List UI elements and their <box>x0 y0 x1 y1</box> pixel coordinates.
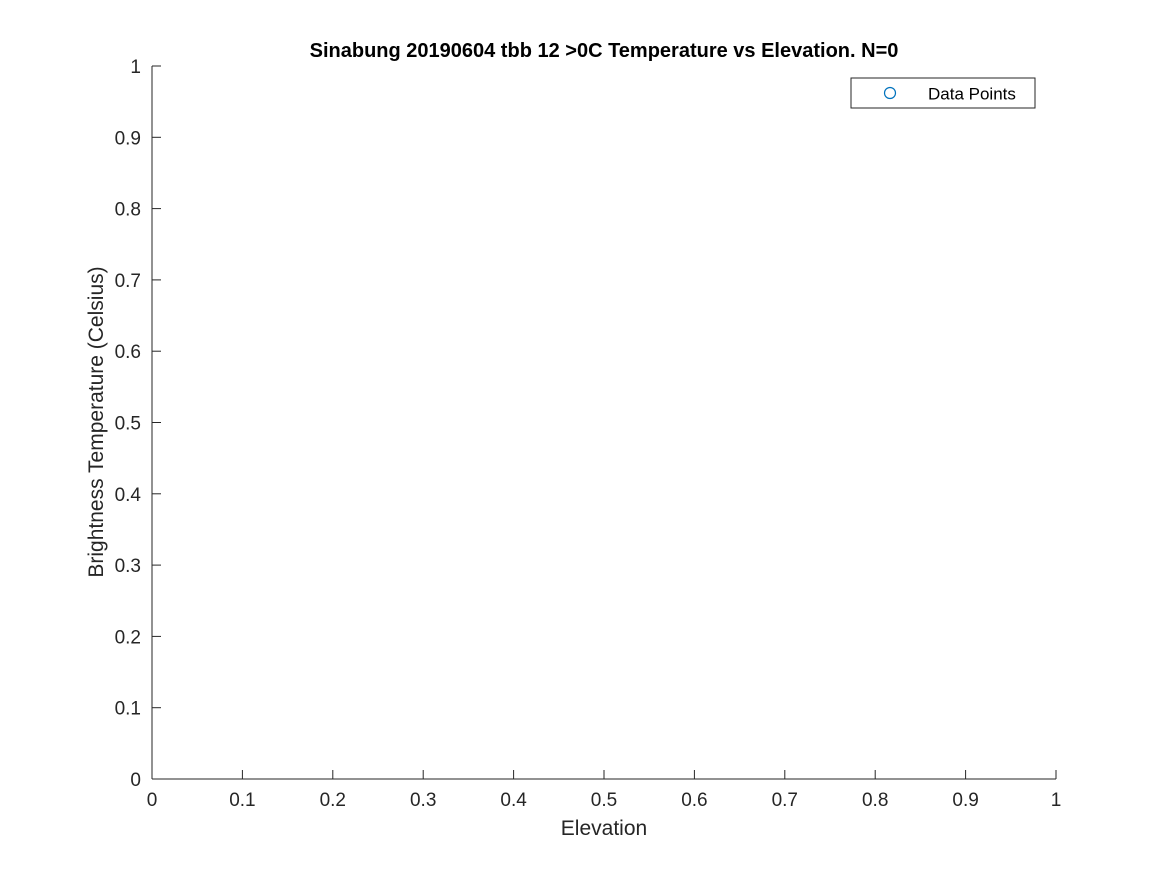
y-tick-label: 1 <box>130 57 141 78</box>
y-tick-label: 0.9 <box>115 128 141 149</box>
x-axis-label: Elevation <box>561 817 647 840</box>
x-tick-label: 0.6 <box>681 790 707 811</box>
y-tick-label: 0.8 <box>115 200 141 221</box>
legend-box <box>850 77 1036 109</box>
y-tick-label: 0.1 <box>115 699 141 720</box>
y-tick-label: 0.6 <box>115 342 141 363</box>
x-tick-label: 0.8 <box>862 790 888 811</box>
x-tick-label: 0.1 <box>229 790 255 811</box>
y-tick-label: 0.5 <box>115 414 141 435</box>
legend: Data Points <box>850 77 1036 109</box>
x-tick-label: 0.5 <box>591 790 617 811</box>
y-tick-label: 0 <box>130 770 141 791</box>
plot-area: 0 0.1 0.2 0.3 0.4 0.5 0.6 0.7 0.8 0.9 1 0 0.1 0.2 0.3… <box>115 57 1062 811</box>
x-tick-label: 0.3 <box>410 790 436 811</box>
x-axis-ticks: 0 0.1 0.2 0.3 0.4 0.5 0.6 0.7 0.8 0.9 1 <box>147 770 1062 811</box>
x-tick-label: 0.7 <box>772 790 798 811</box>
y-tick-label: 0.3 <box>115 556 141 577</box>
legend-marker-circle-icon <box>883 86 897 100</box>
x-tick-label: 0 <box>147 790 158 811</box>
legend-label: Data Points <box>928 85 1016 104</box>
chart-title: Sinabung 20190604 tbb 12 >0C Temperature… <box>310 40 899 62</box>
y-axis-label: Brightness Temperature (Celsius) <box>85 266 108 577</box>
x-tick-label: 0.9 <box>952 790 978 811</box>
y-tick-label: 0.7 <box>115 271 141 292</box>
y-tick-label: 0.4 <box>115 485 142 506</box>
x-tick-label: 0.2 <box>320 790 346 811</box>
y-tick-label: 0.2 <box>115 627 141 648</box>
y-axis-ticks: 0 0.1 0.2 0.3 0.4 0.5 0.6 0.7 0.8 0.9 1 <box>115 57 161 791</box>
x-tick-label: 0.4 <box>500 790 527 811</box>
x-tick-label: 1 <box>1051 790 1062 811</box>
